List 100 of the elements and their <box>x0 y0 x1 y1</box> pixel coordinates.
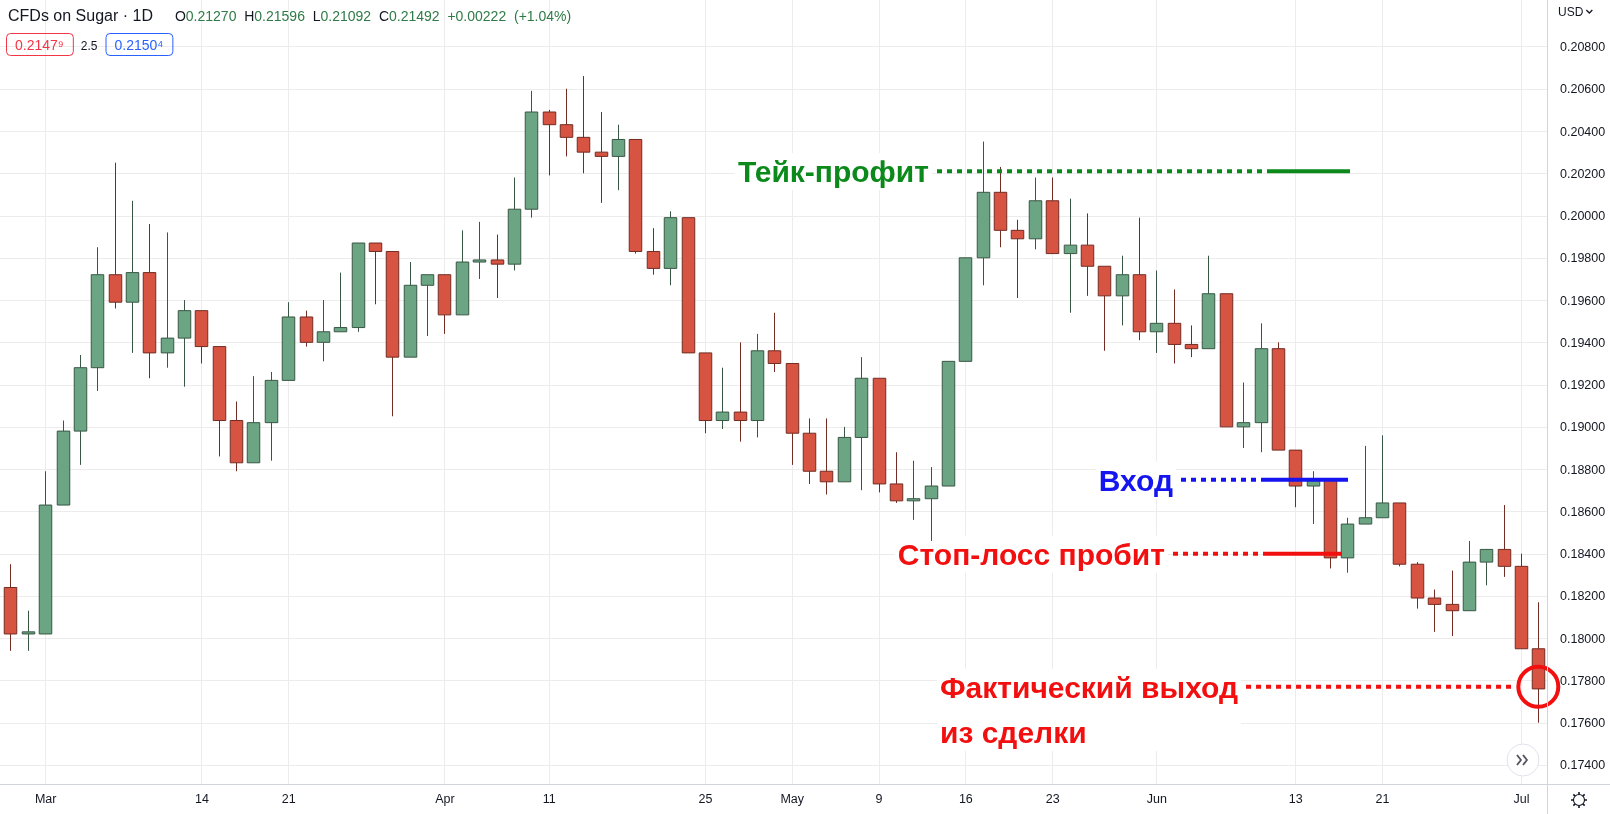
candlestick <box>1010 219 1025 299</box>
candlestick <box>455 229 470 316</box>
candlestick <box>194 310 209 364</box>
candlestick <box>299 310 314 348</box>
x-tick-label: 21 <box>1375 791 1390 806</box>
candlestick <box>958 257 973 362</box>
candlestick <box>1375 434 1390 519</box>
candlestick <box>1063 198 1078 314</box>
candlestick <box>385 250 400 417</box>
candlestick <box>246 375 261 464</box>
candlestick <box>38 470 53 635</box>
candlestick <box>507 177 522 271</box>
candlestick <box>1167 289 1182 364</box>
y-tick-label: 0.18400 <box>1560 547 1606 562</box>
candlestick <box>177 299 192 388</box>
candlestick <box>924 466 939 542</box>
candlestick <box>524 90 539 219</box>
candlestick <box>1115 255 1130 326</box>
ref-line-label: Фактический выход из сделки <box>940 670 1239 749</box>
candlestick <box>1219 293 1234 428</box>
candlestick <box>264 371 279 462</box>
candlestick <box>229 401 244 472</box>
candlestick <box>490 234 505 299</box>
candlestick <box>906 460 921 521</box>
candlestick <box>681 217 696 354</box>
candlestick <box>750 333 765 438</box>
candlestick <box>542 109 557 176</box>
candlestick <box>889 451 904 504</box>
y-tick-label: 0.19400 <box>1560 335 1606 350</box>
candlestick <box>1392 502 1407 567</box>
candlestick <box>576 75 591 174</box>
y-tick-label: 0.19000 <box>1560 420 1606 435</box>
candlestick <box>646 227 661 276</box>
y-tick-label: 0.20000 <box>1560 209 1606 224</box>
y-tick-label: 0.20800 <box>1560 39 1606 54</box>
x-tick-label: 25 <box>698 791 713 806</box>
candlestick <box>1080 212 1095 297</box>
candlestick <box>628 138 643 255</box>
x-tick-label: 16 <box>958 791 973 806</box>
x-tick-label: Mar <box>34 791 57 806</box>
x-tick-label: Jul <box>1513 791 1530 806</box>
candlestick <box>333 272 348 333</box>
candlestick <box>1410 561 1425 610</box>
candlestick <box>1045 177 1060 255</box>
x-tick-label: 23 <box>1045 791 1060 806</box>
candlestick <box>212 346 227 457</box>
y-tick-label: 0.17400 <box>1560 758 1606 773</box>
candlestick <box>1497 504 1512 578</box>
candlestick <box>1236 381 1251 449</box>
candlestick <box>1427 589 1442 633</box>
ref-line-label: Вход <box>1098 463 1173 497</box>
text: USD <box>1558 5 1584 19</box>
candlestick <box>351 242 366 333</box>
x-tick-label: 13 <box>1288 791 1303 806</box>
chart-title: CFDs on Sugar · 1D <box>8 7 153 24</box>
x-tick-label: Apr <box>435 791 455 806</box>
candlestick <box>403 261 418 358</box>
candlestick <box>472 221 487 280</box>
candlestick <box>142 223 157 379</box>
candlestick <box>941 360 956 487</box>
candlestick <box>594 111 609 204</box>
candlestick <box>1340 517 1355 574</box>
candlestick <box>1462 540 1477 612</box>
candlestick <box>368 242 383 305</box>
candlestick <box>1149 269 1164 354</box>
candlestick <box>1254 322 1269 453</box>
candlestick <box>1445 570 1460 637</box>
candlestick <box>1514 553 1529 650</box>
candlestick <box>1271 341 1286 451</box>
x-tick-label: 11 <box>542 791 556 806</box>
y-tick-label: 0.20400 <box>1560 124 1606 139</box>
candlestick <box>160 231 175 369</box>
candlestick <box>854 356 869 491</box>
candlestick <box>872 377 887 493</box>
annotation: 2.5 <box>80 39 98 53</box>
candlestick <box>1201 255 1216 350</box>
candlestick <box>611 124 626 191</box>
candlestick <box>785 362 800 466</box>
y-tick-label: 0.19800 <box>1560 251 1606 266</box>
candlestick <box>1132 217 1147 341</box>
y-tick-label: 0.18800 <box>1560 462 1606 477</box>
candlestick <box>1097 265 1112 352</box>
candlestick <box>1184 324 1199 358</box>
candlestick <box>3 563 18 652</box>
y-tick-label: 0.19200 <box>1560 378 1606 393</box>
text: O0.21270 H0.21596 L0.21092 C0.21492 +0.00222 (+1.04%) <box>174 8 572 24</box>
candlestick <box>56 420 71 506</box>
candlestick <box>715 367 730 430</box>
ref-line-label: Тейк-профит <box>737 155 929 189</box>
candlestick <box>559 88 574 157</box>
candlestick <box>21 610 36 652</box>
candlestick <box>316 299 331 362</box>
candlestick <box>73 354 88 466</box>
y-tick-label: 0.20200 <box>1560 166 1606 181</box>
candlestick <box>837 426 852 483</box>
candlestick <box>698 352 713 434</box>
x-tick-label: May <box>780 791 805 806</box>
candlestick <box>1358 445 1373 525</box>
y-tick-label: 0.18200 <box>1560 589 1606 604</box>
y-tick-label: 0.20600 <box>1560 82 1606 97</box>
